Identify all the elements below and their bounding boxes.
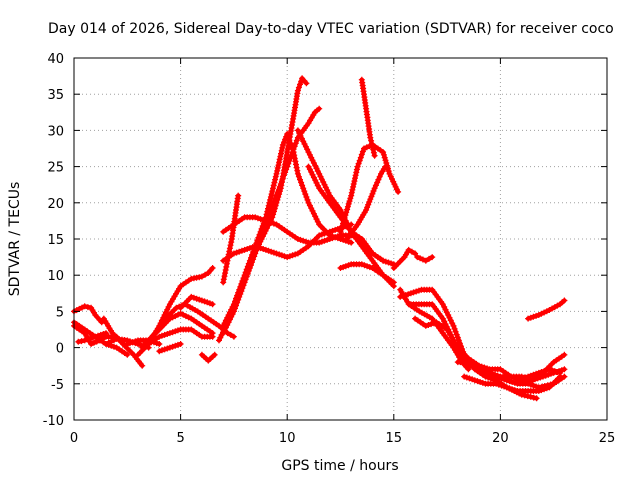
- series-arc-27: [390, 246, 419, 271]
- plus-markers: [177, 293, 216, 311]
- plus-markers: [514, 366, 564, 384]
- y-tick-label: 0: [56, 342, 64, 357]
- plus-markers: [145, 326, 216, 347]
- y-tick-label: -5: [51, 378, 64, 393]
- plus-markers: [390, 246, 419, 271]
- series-arc-14: [198, 351, 218, 364]
- data-series: [71, 75, 568, 402]
- y-tick-label: 5: [56, 305, 64, 320]
- x-tick-label: 20: [492, 431, 509, 446]
- plus-markers: [216, 75, 310, 344]
- axis-ticks: 0 5 10 15 20 25 -10 -5 0 5 10 15 20 25 30 35 40: [43, 52, 616, 446]
- series-arc-24: [358, 76, 378, 159]
- series-arc-11: [145, 326, 216, 347]
- plus-markers: [75, 330, 109, 345]
- x-tick-label: 25: [599, 431, 616, 446]
- plus-markers: [358, 76, 378, 159]
- y-tick-label: 15: [47, 233, 64, 248]
- series-arc-23: [337, 141, 402, 235]
- plus-markers: [337, 141, 402, 235]
- series-arc-36: [525, 297, 568, 322]
- series-arc-04: [75, 330, 109, 345]
- x-tick-label: 10: [279, 431, 296, 446]
- plus-markers: [145, 310, 216, 344]
- plus-markers: [343, 163, 389, 242]
- y-tick-label: 30: [47, 124, 64, 139]
- y-tick-label: 40: [47, 52, 64, 67]
- plus-markers: [220, 214, 397, 268]
- series-arc-10: [145, 310, 216, 344]
- series-arc-26: [337, 261, 397, 286]
- plus-markers: [414, 254, 436, 264]
- series-arc-28: [414, 254, 436, 264]
- plus-markers: [461, 373, 564, 394]
- plus-markers: [337, 261, 397, 286]
- series-arc-12: [177, 293, 216, 311]
- series-arc-22: [220, 214, 397, 268]
- y-axis-label: SDTVAR / TECUs: [7, 182, 23, 297]
- series-arc-13: [156, 341, 184, 355]
- plus-markers: [525, 297, 568, 322]
- x-tick-label: 5: [176, 431, 184, 446]
- y-tick-label: 10: [47, 269, 64, 284]
- series-arc-16: [216, 75, 310, 344]
- y-tick-label: 20: [47, 197, 64, 212]
- y-tick-label: 25: [47, 161, 64, 176]
- chart-title: Day 014 of 2026, Sidereal Day-to-day VTE…: [48, 21, 614, 37]
- series-line: [338, 142, 401, 235]
- x-tick-label: 0: [70, 431, 78, 446]
- series-arc-33: [461, 373, 564, 394]
- plus-markers: [198, 351, 218, 364]
- x-axis-label: GPS time / hours: [281, 458, 398, 474]
- x-tick-label: 15: [386, 431, 403, 446]
- series-arc-25: [343, 163, 389, 242]
- plus-markers: [156, 341, 184, 355]
- y-tick-label: 35: [47, 88, 64, 103]
- series-arc-35: [514, 366, 564, 384]
- y-tick-label: -10: [43, 414, 64, 429]
